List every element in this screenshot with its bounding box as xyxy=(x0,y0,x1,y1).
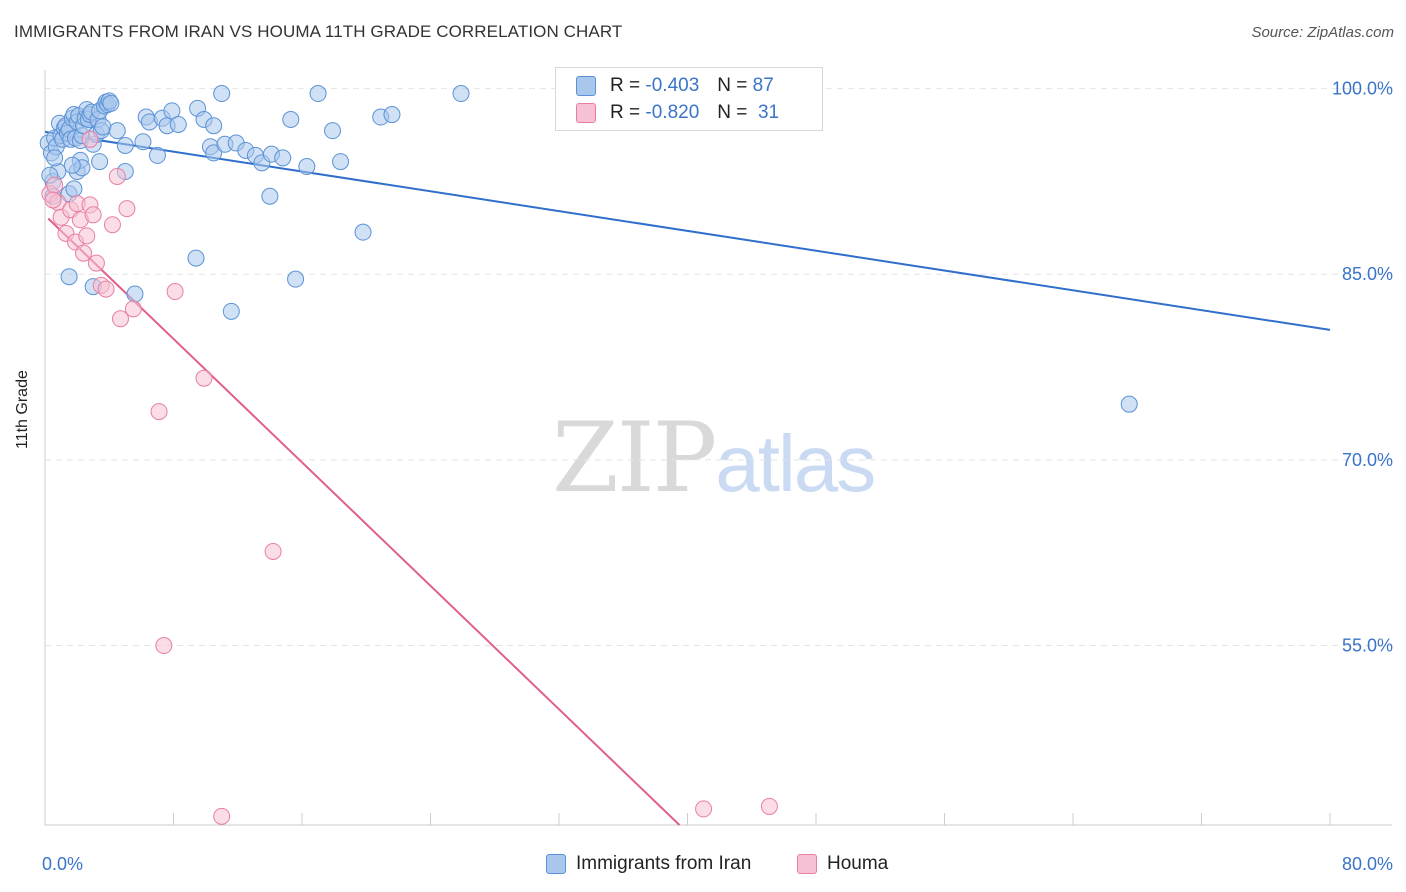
point-iran xyxy=(126,285,144,303)
point-iran xyxy=(298,158,316,176)
point-iran xyxy=(63,156,81,174)
point-iran xyxy=(60,268,78,286)
point-houma xyxy=(760,797,778,815)
point-houma xyxy=(124,300,142,318)
x-tick-label: 80.0% xyxy=(1342,854,1393,874)
point-iran xyxy=(354,223,372,241)
point-houma xyxy=(213,807,231,825)
point-iran xyxy=(163,102,181,120)
point-iran xyxy=(205,117,223,135)
x-tick-label: 0.0% xyxy=(42,854,83,874)
point-iran xyxy=(187,249,205,267)
point-houma xyxy=(155,637,173,655)
trend-line-houma xyxy=(47,217,681,826)
chart-source: Source: ZipAtlas.com xyxy=(1251,24,1394,41)
point-iran xyxy=(309,85,327,103)
point-houma xyxy=(44,191,62,209)
tick-labels: 100.0% 85.0% 70.0% 55.0% 0.0% 80.0% xyxy=(42,79,1393,874)
point-houma xyxy=(166,283,184,301)
point-houma xyxy=(111,310,129,328)
point-iran xyxy=(102,94,120,112)
point-iran xyxy=(116,137,134,154)
legend-n-value: 31 xyxy=(757,102,780,123)
bottom-swatch-blue xyxy=(546,854,566,874)
legend-n-value: 87 xyxy=(752,75,774,96)
bottom-legend-iran: Immigrants from Iran xyxy=(546,852,751,876)
point-iran xyxy=(108,122,126,140)
point-iran xyxy=(452,85,470,103)
point-houma xyxy=(195,369,213,387)
watermark: ZIPatlas xyxy=(552,402,876,514)
legend-swatch-pink xyxy=(576,103,596,123)
point-iran xyxy=(274,149,292,167)
point-iran xyxy=(205,144,223,162)
point-houma xyxy=(118,200,136,218)
point-iran xyxy=(383,106,401,124)
point-iran xyxy=(213,85,231,103)
point-houma xyxy=(97,280,115,298)
trend-line-iran xyxy=(44,130,1331,331)
point-houma xyxy=(84,206,102,224)
y-tick-label: 100.0% xyxy=(1332,79,1393,99)
point-houma xyxy=(150,403,168,421)
bottom-swatch-pink xyxy=(797,854,817,874)
legend-row-houma: R = -0.820 N = 31 xyxy=(576,101,779,125)
watermark-zip: ZIP xyxy=(552,402,717,514)
legend-row-iran: R = -0.403 N = 87 xyxy=(576,74,774,98)
point-iran xyxy=(287,270,305,288)
point-iran xyxy=(148,146,166,164)
y-tick-label: 55.0% xyxy=(1342,636,1393,656)
chart-title: IMMIGRANTS FROM IRAN VS HOUMA 11TH GRADE… xyxy=(14,22,623,41)
point-houma xyxy=(87,254,105,272)
point-iran xyxy=(261,187,279,205)
point-iran xyxy=(94,118,112,136)
point-houma xyxy=(264,542,282,560)
point-iran xyxy=(169,115,187,133)
bottom-legend-label: Immigrants from Iran xyxy=(576,853,752,874)
legend-n-label: N = xyxy=(717,75,748,96)
point-iran xyxy=(332,153,350,171)
point-iran xyxy=(1120,395,1138,413)
point-iran xyxy=(65,180,83,198)
point-houma xyxy=(75,244,93,262)
trend-lines xyxy=(44,130,1331,826)
y-tick-label: 70.0% xyxy=(1342,450,1393,470)
y-tick-label: 85.0% xyxy=(1342,264,1393,284)
bottom-legend-label: Houma xyxy=(827,853,889,874)
point-houma xyxy=(695,800,713,818)
point-houma xyxy=(46,176,64,194)
legend-n-label: N = xyxy=(717,102,748,123)
watermark-atlas: atlas xyxy=(715,419,876,508)
point-iran xyxy=(134,133,152,151)
legend-r-label: R = xyxy=(610,75,641,96)
stats-legend: R = -0.403 N = 87 R = -0.820 N = 31 xyxy=(555,67,823,131)
legend-r-value: -0.403 xyxy=(645,75,700,96)
legend-r-value: -0.820 xyxy=(645,102,700,123)
legend-r-label: R = xyxy=(610,102,641,123)
axes xyxy=(44,70,1392,826)
bottom-legend-houma: Houma xyxy=(797,852,888,876)
point-iran xyxy=(46,149,64,167)
legend-swatch-blue xyxy=(576,76,596,96)
point-iran xyxy=(324,122,342,140)
data-points xyxy=(39,85,1138,825)
point-iran xyxy=(222,302,240,320)
point-houma xyxy=(81,130,99,148)
point-houma xyxy=(108,167,126,185)
gridlines xyxy=(45,88,1392,647)
point-iran xyxy=(91,153,109,171)
point-houma xyxy=(103,216,121,234)
point-iran xyxy=(282,111,300,129)
point-houma xyxy=(78,227,96,245)
